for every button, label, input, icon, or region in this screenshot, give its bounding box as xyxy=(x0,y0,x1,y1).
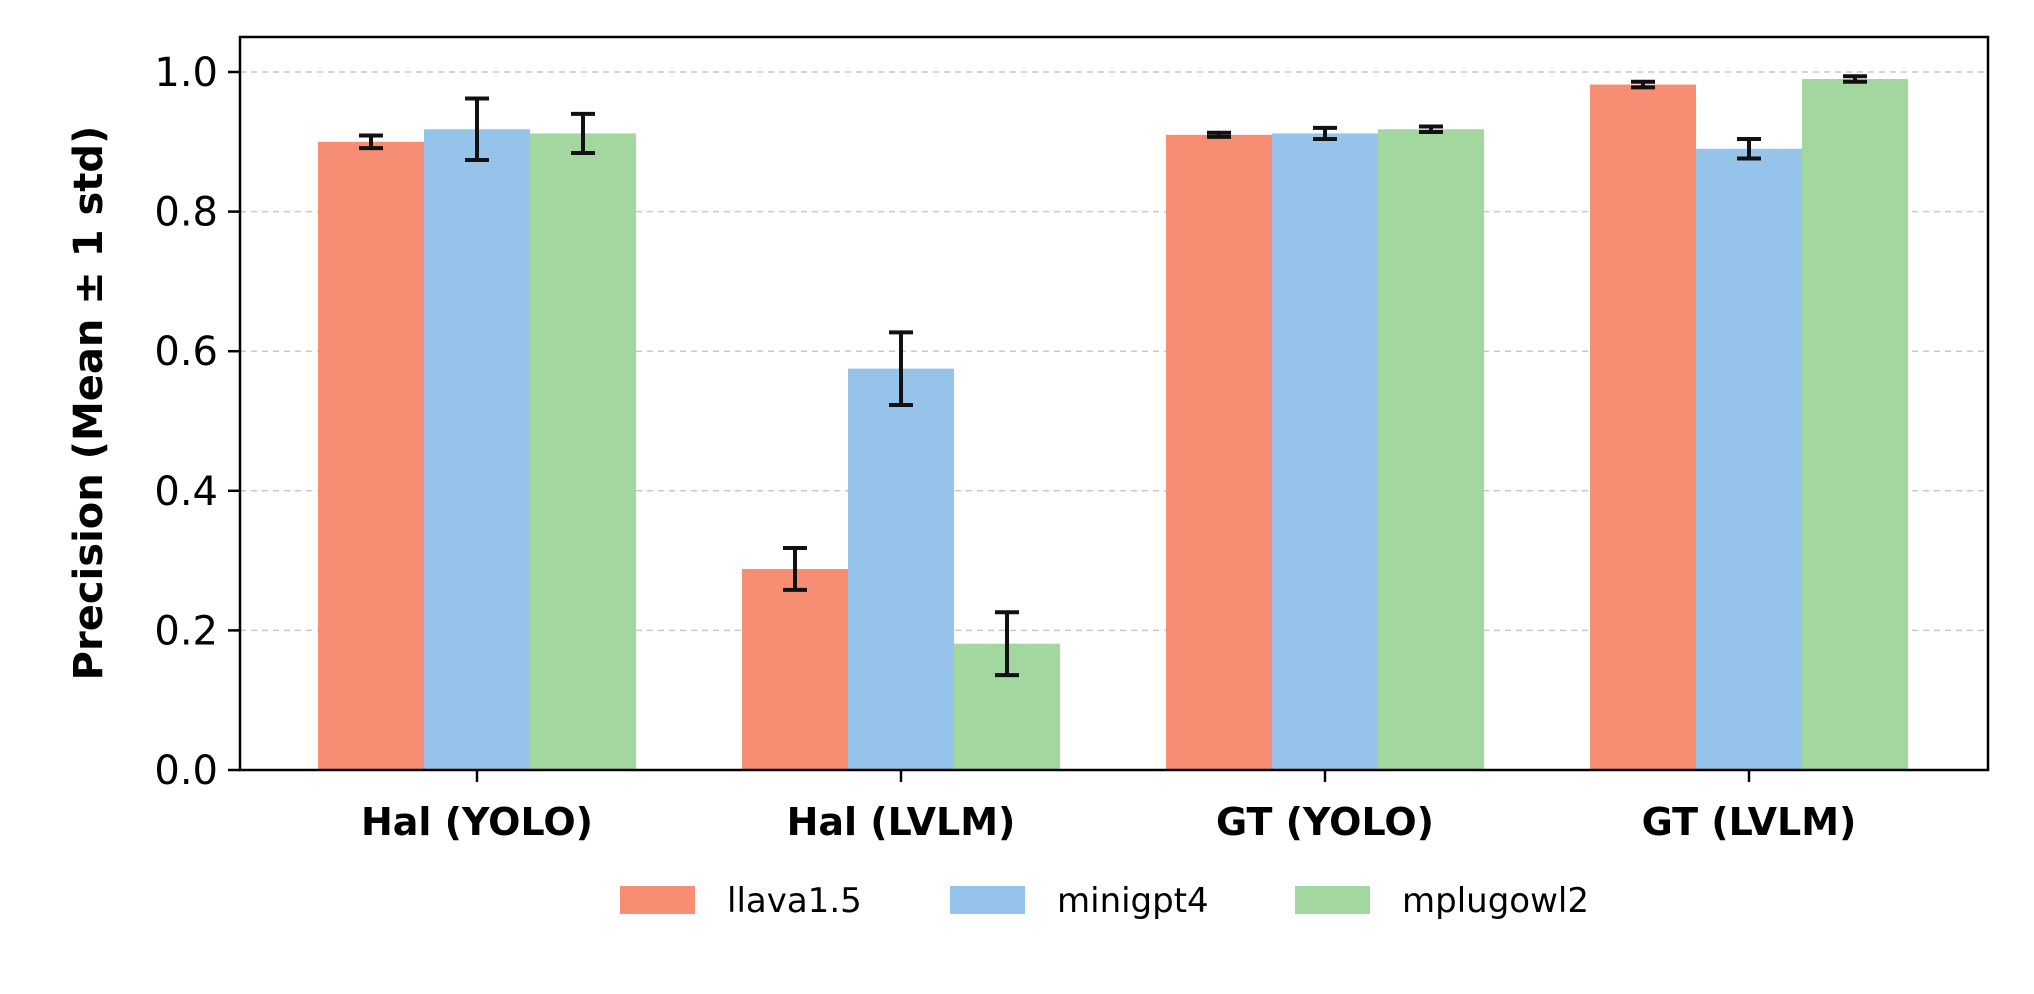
y-tick-label: 0.6 xyxy=(154,329,218,375)
y-tick-label: 1.0 xyxy=(154,50,218,96)
error-bar xyxy=(359,133,383,151)
y-axis-label: Precision (Mean ± 1 std) xyxy=(66,126,112,681)
x-tick-label: GT (YOLO) xyxy=(1216,800,1434,844)
y-tick-label: 0.2 xyxy=(154,608,218,654)
legend-swatch-llava1.5 xyxy=(620,886,695,914)
legend-label-minigpt4: minigpt4 xyxy=(1057,881,1209,921)
bar-mplugowl2 xyxy=(1378,129,1484,771)
bar-minigpt4 xyxy=(848,368,954,770)
x-tick-label: Hal (YOLO) xyxy=(361,800,593,844)
error-bar xyxy=(571,111,595,155)
bar-llava1.5 xyxy=(1590,84,1696,770)
x-tick-label: Hal (LVLM) xyxy=(787,800,1016,844)
legend: llava1.5 minigpt4 mplugowl2 xyxy=(620,881,1589,921)
y-axis: 0.0 0.2 0.4 0.6 0.8 1.0 xyxy=(154,50,240,794)
bar-minigpt4 xyxy=(1696,148,1802,770)
bar-mplugowl2 xyxy=(530,133,636,770)
y-tick-label: 0.4 xyxy=(154,469,218,515)
bar-mplugowl2 xyxy=(1802,78,1908,771)
legend-swatch-minigpt4 xyxy=(950,886,1025,914)
error-bar xyxy=(1313,125,1337,142)
x-tick-label: GT (LVLM) xyxy=(1642,800,1857,844)
y-tick-label: 0.0 xyxy=(154,748,218,794)
error-bar xyxy=(1737,137,1761,161)
bar-minigpt4 xyxy=(1272,133,1378,770)
error-bars xyxy=(359,74,1867,678)
x-axis: Hal (YOLO) Hal (LVLM) GT (YOLO) GT (LVLM) xyxy=(361,770,1856,844)
legend-label-mplugowl2: mplugowl2 xyxy=(1402,881,1589,921)
y-tick-label: 0.8 xyxy=(154,190,218,236)
error-bar xyxy=(995,610,1019,678)
error-bar xyxy=(1631,79,1655,90)
legend-label-llava1.5: llava1.5 xyxy=(727,881,862,921)
error-bar xyxy=(889,330,913,407)
error-bar xyxy=(1419,124,1443,135)
bar-minigpt4 xyxy=(424,129,530,771)
plot-frame xyxy=(238,35,1990,772)
bar-llava1.5 xyxy=(318,141,424,771)
error-bar xyxy=(1843,74,1867,84)
error-bar xyxy=(1207,130,1231,139)
bars xyxy=(318,78,1908,771)
legend-swatch-mplugowl2 xyxy=(1295,886,1370,914)
error-bar xyxy=(465,96,489,162)
bar-llava1.5 xyxy=(1166,134,1272,770)
error-bar xyxy=(783,546,807,592)
bar-llava1.5 xyxy=(742,568,848,770)
